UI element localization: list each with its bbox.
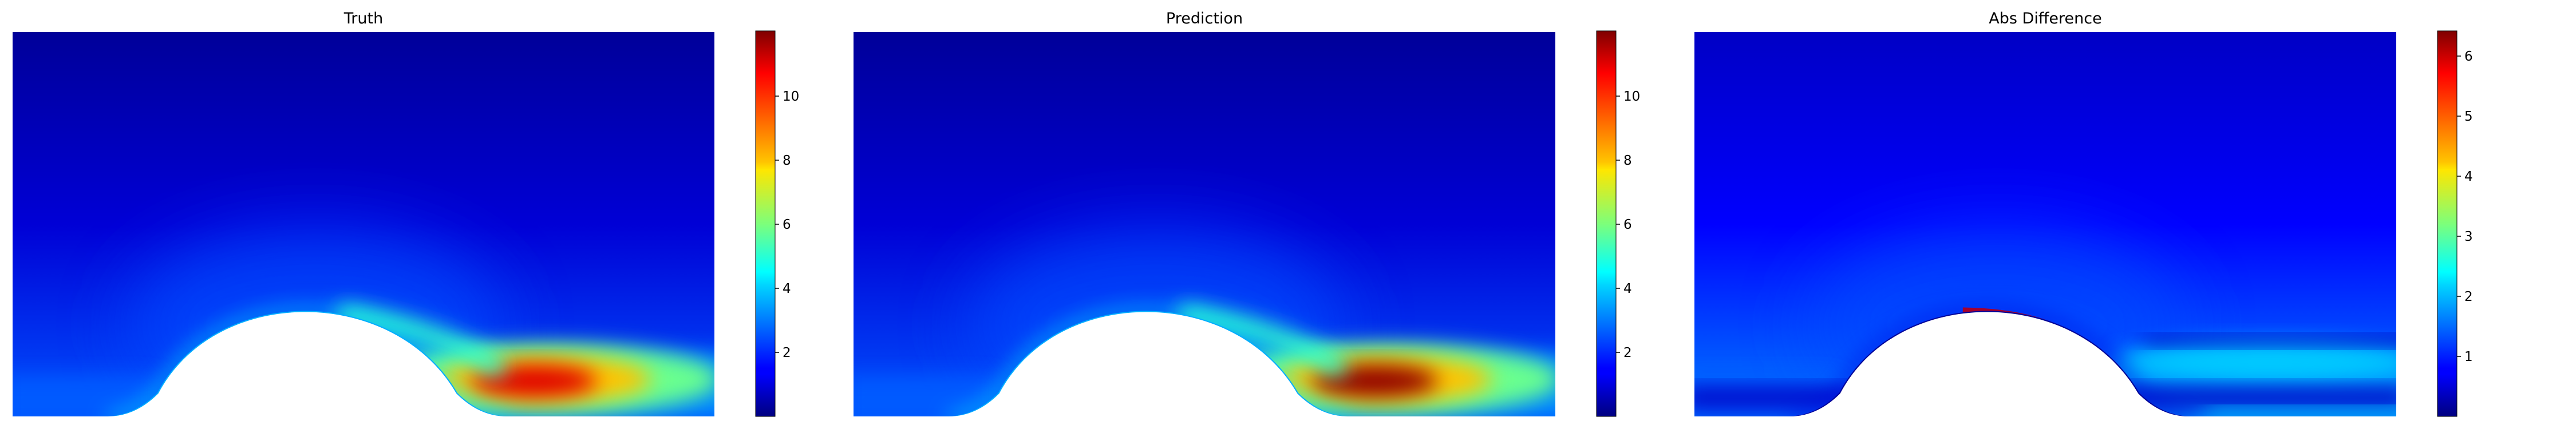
panel-title: Prediction [1166, 10, 1243, 27]
colorbar-tick-label: 4 [1623, 281, 1632, 296]
colorbar-tick-label: 5 [2464, 109, 2473, 124]
heatmap-field [1694, 32, 2396, 416]
colorbar-tick-label: 10 [783, 89, 799, 104]
colorbar-tick-label: 6 [2464, 49, 2473, 64]
colorbar-tick-label: 3 [2464, 229, 2473, 244]
panel-title: Abs Difference [1989, 10, 2101, 27]
bump-geometry [1789, 312, 2189, 416]
bump-geometry [108, 312, 507, 416]
panel-1: Truth 2 4 6 8 10 [13, 10, 799, 417]
colorbar-tick-label: 6 [783, 217, 791, 232]
colorbar-tick-label: 6 [1623, 217, 1632, 232]
colorbar-tick-label: 2 [1623, 345, 1632, 360]
colorbar-tick-label: 1 [2464, 349, 2473, 364]
panel-3: Abs Difference 1 2 3 4 5 6 [1694, 10, 2473, 417]
colorbar-tick-label: 8 [783, 153, 791, 168]
bump-geometry [949, 312, 1348, 416]
heatmap-field [854, 32, 1555, 416]
heatmap-field [13, 32, 714, 416]
colorbar: 2 4 6 8 10 [755, 30, 799, 417]
colorbar-tick-label: 10 [1623, 89, 1640, 104]
colorbar: 2 4 6 8 10 [1596, 30, 1640, 417]
colorbar-tick-label: 2 [2464, 289, 2473, 304]
colorbar: 1 2 3 4 5 6 [2437, 30, 2473, 417]
colorbar-tick-label: 8 [1623, 153, 1632, 168]
colorbar-tick-label: 4 [2464, 169, 2473, 184]
colorbar-tick-label: 4 [783, 281, 791, 296]
colorbar-tick-label: 2 [783, 345, 791, 360]
panel-title: Truth [343, 10, 383, 27]
panel-2: Prediction 2 4 6 8 10 [854, 10, 1640, 417]
